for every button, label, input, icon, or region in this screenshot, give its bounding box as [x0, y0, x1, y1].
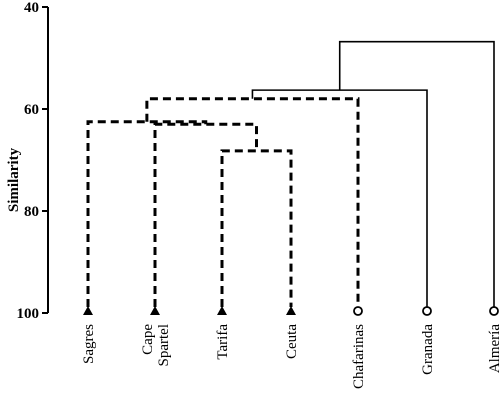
triangle-marker [83, 306, 93, 315]
leaf-label-line: Tarifa [215, 324, 231, 360]
dendrogram-link [86, 120, 208, 307]
leaf-label: Tarifa [215, 324, 231, 360]
leaf-label-line: Spartel [156, 324, 172, 367]
leaf-label: CapeSpartel [140, 324, 172, 367]
dendrogram-leaves: Sagres CapeSpartel Tarifa Ceuta Chafarinas Gr… [81, 306, 500, 389]
y-tick-label: 80 [24, 204, 39, 220]
leaf-label: Sagres [81, 324, 97, 364]
leaf-label-line: Granada [420, 324, 436, 375]
triangle-marker [150, 306, 160, 315]
triangle-marker [217, 306, 227, 315]
leaf-label-line: Chafarinas [351, 324, 367, 389]
dendrogram-link [251, 89, 428, 307]
dendrogram-link [220, 149, 293, 307]
triangle-marker [286, 306, 296, 315]
leaf-label: Ceuta [284, 324, 300, 359]
leaf-label: Chafarinas [351, 324, 367, 389]
circle-marker [422, 306, 432, 316]
y-tick-label: 40 [24, 0, 39, 16]
dendrogram-links [86, 40, 495, 307]
circle-marker [489, 306, 499, 316]
circle-marker [353, 306, 363, 316]
leaf-label-line: Almería [487, 324, 500, 373]
y-axis: 40 60 80 100 [17, 0, 49, 322]
leaf-label-line: Ceuta [284, 324, 300, 359]
leaf-label-line: Cape [140, 324, 156, 355]
y-tick-label: 100 [17, 306, 40, 322]
dendrogram-link [338, 40, 495, 307]
dendrogram-link [145, 97, 360, 307]
y-axis-title: Similarity [6, 147, 22, 212]
dendrogram-link [153, 122, 258, 307]
leaf-label: Granada [420, 324, 436, 375]
y-tick-label: 60 [24, 102, 39, 118]
leaf-label-line: Sagres [81, 324, 97, 364]
leaf-label: Almería [487, 324, 500, 373]
